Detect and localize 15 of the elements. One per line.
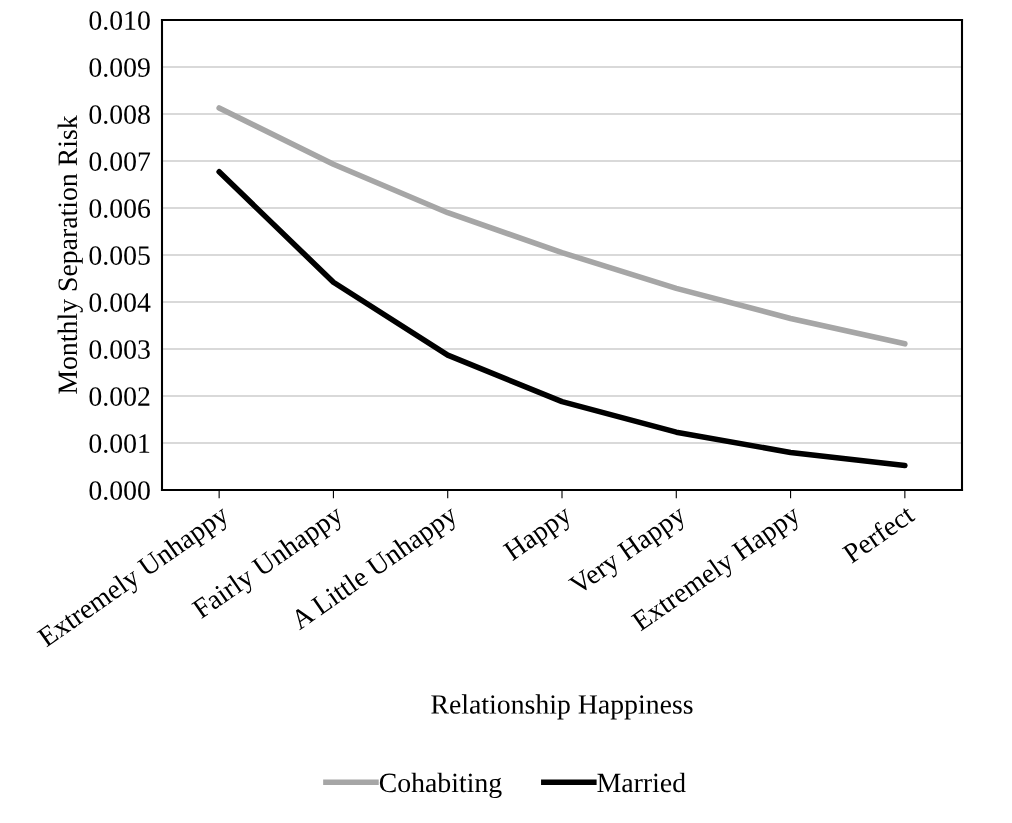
legend-label: Cohabiting xyxy=(379,772,502,798)
y-tick-label: 0.009 xyxy=(89,58,150,78)
legend-label: Married xyxy=(597,772,686,793)
y-tick-label: 0.003 xyxy=(89,340,150,360)
y-tick-label: 0.007 xyxy=(89,152,151,172)
y-tick-label: 0.004 xyxy=(89,293,151,313)
y-tick-label: 0.001 xyxy=(89,434,150,454)
y-tick-label: 0.005 xyxy=(89,246,150,266)
y-tick-label: 0.008 xyxy=(89,105,150,125)
x-axis-title: Relationship Happiness xyxy=(431,694,693,720)
y-tick-label: 0.006 xyxy=(89,199,151,219)
y-tick-label: 0.000 xyxy=(89,481,150,501)
y-axis-title: Monthly Separation Risk xyxy=(57,115,83,394)
y-tick-label: 0.010 xyxy=(89,11,150,31)
y-tick-label: 0.002 xyxy=(89,387,150,407)
